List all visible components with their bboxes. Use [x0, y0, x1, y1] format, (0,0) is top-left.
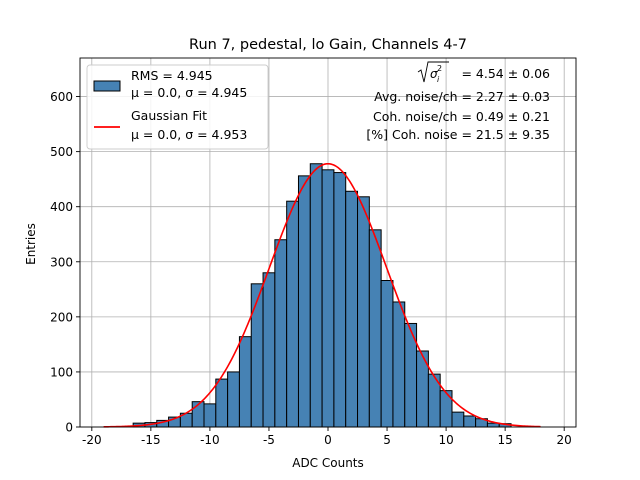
histogram-bar	[203, 403, 217, 428]
legend-fit-line1: Gaussian Fit	[131, 108, 207, 123]
stats-annotation: σ 2 i = 4.54 ± 0.06 Avg. noise/ch = 2.27…	[366, 61, 550, 142]
histogram-bar	[439, 390, 453, 428]
coh-noise-text: Coh. noise/ch = 0.49 ± 0.21	[373, 109, 550, 124]
histogram-bar	[227, 371, 240, 428]
histogram-bar	[238, 336, 252, 428]
legend-box	[86, 64, 269, 150]
legend-fit-line2: μ = 0.0, σ = 4.953	[131, 127, 247, 142]
x-tick-label: -20	[82, 433, 102, 447]
x-tick-label: 15	[498, 433, 513, 447]
histogram-bar	[262, 272, 276, 428]
legend-histogram-swatch	[93, 80, 121, 92]
legend-histogram-line1: RMS = 4.945	[131, 68, 213, 83]
histogram-bar	[286, 200, 299, 428]
chart-title: Run 7, pedestal, lo Gain, Channels 4-7	[189, 37, 467, 53]
x-tick-label: -5	[263, 433, 275, 447]
x-tick-label: 10	[438, 433, 453, 447]
y-axis-label: Entries	[24, 223, 38, 265]
histogram-bar	[309, 163, 323, 428]
y-tick-label: 100	[50, 365, 73, 379]
legend: RMS = 4.945 μ = 0.0, σ = 4.945 Gaussian …	[86, 64, 269, 150]
coh-noise-percent-text: [%] Coh. noise = 21.5 ± 9.35	[366, 127, 550, 142]
histogram-bar	[215, 378, 229, 428]
histogram-bar	[250, 283, 264, 428]
y-tick-label: 400	[50, 200, 73, 214]
y-tick-label: 500	[50, 145, 73, 159]
avg-noise-text: Avg. noise/ch = 2.27 ± 0.03	[374, 89, 550, 104]
sigma-total-value: = 4.54 ± 0.06	[461, 66, 550, 81]
y-axis-ticks: 0 100 200 300 400 500 600	[50, 90, 80, 435]
histogram-bar	[451, 411, 465, 428]
histogram-bar	[463, 415, 477, 428]
y-tick-label: 0	[65, 421, 73, 435]
histogram-bar	[368, 229, 382, 428]
histogram-bar	[321, 169, 335, 428]
x-tick-label: -15	[141, 433, 161, 447]
x-tick-label: 5	[383, 433, 391, 447]
y-tick-label: 200	[50, 310, 73, 324]
y-tick-label: 600	[50, 90, 73, 104]
svg-text:σ: σ	[430, 67, 438, 81]
legend-histogram-line2: μ = 0.0, σ = 4.945	[131, 85, 247, 100]
x-tick-label: -10	[200, 433, 220, 447]
x-axis-label: ADC Counts	[292, 456, 364, 470]
x-axis-ticks: -20 -15 -10 -5 0 5 10 15 20	[82, 427, 572, 447]
x-tick-label: 0	[324, 433, 332, 447]
histogram-bar	[380, 280, 394, 428]
histogram-bar	[274, 239, 288, 428]
gaussian-fit-curve	[103, 162, 541, 428]
histogram-bar	[297, 175, 311, 428]
y-tick-label: 300	[50, 255, 73, 269]
histogram-bar	[345, 190, 359, 428]
svg-text:2: 2	[437, 64, 442, 73]
histogram-bar	[357, 196, 370, 428]
histogram-bar	[392, 301, 406, 428]
svg-text:i: i	[437, 75, 440, 84]
sigma-total-symbol: σ 2 i	[417, 61, 449, 84]
x-tick-label: 20	[557, 433, 572, 447]
histogram-bar	[333, 172, 347, 428]
